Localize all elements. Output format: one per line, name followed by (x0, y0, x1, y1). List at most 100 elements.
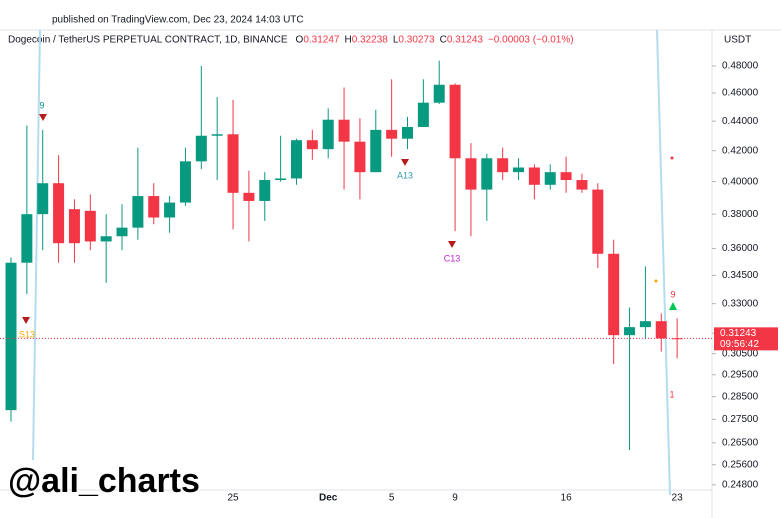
y-tick-label: 0.28500 (722, 391, 759, 402)
ohlc-prefix: O (296, 35, 304, 46)
annotation: 9 (670, 289, 675, 299)
trend-line (656, 29, 671, 496)
ohlc-prefix: L (393, 35, 399, 46)
y-tick-label: 0.29500 (722, 369, 759, 380)
candle-body (211, 134, 223, 136)
ohlc-prefix: C (440, 35, 447, 46)
x-tick-label: 16 (561, 493, 573, 504)
candle-body (592, 189, 604, 254)
y-tick-label: 0.26500 (722, 437, 759, 448)
ohlc-value: 0.31247 (303, 35, 340, 46)
candle-body (386, 129, 398, 139)
candle-body (402, 126, 413, 139)
candle-body (417, 102, 429, 127)
price-label-box (714, 327, 778, 351)
annotation: 1 (669, 389, 674, 399)
annotation: 9 (39, 100, 44, 110)
candle-body (639, 321, 651, 328)
x-tick-label: 5 (389, 493, 395, 504)
candle-body (179, 161, 191, 203)
currency: USDT (724, 35, 751, 46)
candle-body (116, 227, 128, 237)
plot (5, 60, 683, 451)
y-tick-label: 0.30500 (722, 348, 759, 359)
y-tick-label: 0.27500 (722, 414, 759, 425)
ohlc-prefix: H (344, 35, 351, 46)
y-tick-label: 0.42000 (722, 145, 759, 156)
y-tick-label: 0.24800 (722, 480, 759, 491)
candle-body (449, 84, 461, 159)
annotation: A13 (397, 170, 413, 180)
y-tick-label: 0.38000 (722, 209, 759, 220)
candle-body (370, 129, 382, 173)
marker (654, 279, 658, 283)
candle-body (243, 192, 255, 201)
marker (670, 156, 674, 160)
candle-body (195, 135, 207, 162)
candle-body (322, 119, 334, 150)
candle-body (576, 180, 588, 190)
watermark: @ali_charts (8, 462, 200, 500)
ohlc-value: 0.31243 (447, 35, 484, 46)
candle-body (528, 167, 540, 185)
y-tick-label: 0.34500 (722, 270, 759, 281)
candle-body (164, 202, 176, 218)
candle-body (433, 84, 445, 103)
y-tick-label: 0.36000 (722, 243, 759, 254)
y-tick-label: 0.40000 (722, 176, 759, 187)
candle-body (608, 253, 620, 336)
x-tick-label: Dec (319, 493, 338, 504)
y-tick-label: 0.33000 (722, 298, 759, 309)
ohlc-value: 0.30273 (398, 35, 435, 46)
trend-line (32, 29, 41, 461)
x-tick-label: 9 (452, 493, 458, 504)
candle-body (290, 140, 302, 179)
chart-title: Dogecoin / TetherUS PERPETUAL CONTRACT, … (8, 35, 288, 46)
y-tick-label: 0.44000 (722, 116, 759, 127)
candle-body (497, 158, 509, 173)
x-tick-label: 23 (672, 493, 684, 504)
candle-body (671, 338, 683, 340)
candle-body (544, 172, 556, 185)
arrow-down (401, 159, 409, 166)
candle-body (84, 210, 96, 242)
candle-body (513, 167, 525, 173)
x-tick-label: 25 (227, 493, 239, 504)
candle-body (132, 196, 144, 228)
candle-body (481, 158, 493, 190)
change: −0.00003 (−0.01%) (488, 35, 574, 46)
candle-body (21, 214, 33, 263)
annotation: S13 (19, 329, 35, 339)
annotation: C13 (444, 253, 461, 263)
candle-body (624, 327, 636, 336)
candle-body (227, 134, 239, 193)
candle-body (354, 141, 366, 173)
candle-body (655, 321, 667, 339)
candle-body (560, 172, 572, 181)
ohlc-value: 0.32238 (352, 35, 389, 46)
candle-body (465, 158, 477, 190)
candle-body (338, 119, 350, 142)
candle-body (37, 183, 49, 215)
published-note: published on TradingView.com, Dec 23, 20… (52, 15, 304, 26)
candle-body (5, 262, 17, 411)
candle-body (259, 180, 271, 201)
countdown: 09:56:42 (720, 339, 759, 350)
y-tick-label: 0.46000 (722, 88, 759, 99)
header: Dogecoin / TetherUS PERPETUAL CONTRACT, … (8, 35, 574, 46)
candle-body (306, 140, 318, 150)
candle-body (148, 196, 160, 218)
arrow-down (448, 241, 456, 248)
y-tick-label: 0.48000 (722, 61, 759, 72)
price-label: 0.31243 (720, 328, 757, 339)
arrow-down (39, 114, 47, 121)
y-tick-label: 0.25600 (722, 459, 759, 470)
candle-body (53, 183, 65, 244)
candle-body (275, 178, 287, 181)
arrow-down (22, 317, 30, 324)
candle-body (100, 236, 112, 242)
arrow-up (669, 302, 677, 310)
candle-body (68, 209, 80, 244)
